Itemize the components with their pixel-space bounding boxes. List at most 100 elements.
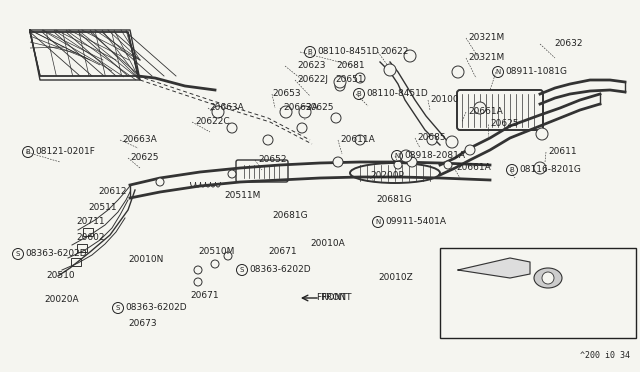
Text: 20100: 20100 <box>430 96 459 105</box>
Text: 20020A: 20020A <box>44 295 79 305</box>
Circle shape <box>281 107 291 117</box>
Text: 20652: 20652 <box>258 155 287 164</box>
Circle shape <box>334 76 346 88</box>
Text: 09911-5401A: 09911-5401A <box>385 218 447 227</box>
Text: 20611: 20611 <box>548 148 577 157</box>
Text: 20711: 20711 <box>76 218 104 227</box>
Circle shape <box>280 106 292 118</box>
Circle shape <box>444 161 452 169</box>
Bar <box>71 258 81 266</box>
Text: 20681G: 20681G <box>376 196 412 205</box>
Circle shape <box>407 157 417 167</box>
Text: 08918-2081A: 08918-2081A <box>404 151 465 160</box>
Circle shape <box>355 135 365 145</box>
Circle shape <box>297 123 307 133</box>
Text: 20622J: 20622J <box>297 76 328 84</box>
Text: B: B <box>308 49 312 55</box>
Text: 20602: 20602 <box>76 234 104 243</box>
Circle shape <box>465 145 475 155</box>
Text: 20321M: 20321M <box>468 33 504 42</box>
Text: 20612: 20612 <box>98 187 127 196</box>
Circle shape <box>534 162 546 174</box>
Circle shape <box>263 135 273 145</box>
Text: 08363-6202D: 08363-6202D <box>250 266 311 275</box>
Polygon shape <box>30 32 138 76</box>
Text: 20010N: 20010N <box>128 256 163 264</box>
Text: FRONT: FRONT <box>321 294 351 302</box>
Circle shape <box>474 102 486 114</box>
Text: 20681G: 20681G <box>272 212 308 221</box>
Polygon shape <box>458 258 530 278</box>
Text: 20625: 20625 <box>130 154 159 163</box>
Circle shape <box>299 106 311 118</box>
Text: 08121-0201F: 08121-0201F <box>35 148 95 157</box>
Circle shape <box>400 150 412 162</box>
Circle shape <box>228 170 236 178</box>
Text: 20611A: 20611A <box>340 135 375 144</box>
Text: 20623: 20623 <box>297 61 326 71</box>
Bar <box>440 248 636 338</box>
Text: 08110-8451D: 08110-8451D <box>367 90 428 99</box>
Circle shape <box>446 136 458 148</box>
Text: 08363-6202D: 08363-6202D <box>26 250 87 259</box>
Circle shape <box>156 178 164 186</box>
Circle shape <box>211 260 219 268</box>
Circle shape <box>224 252 232 260</box>
Text: 20511: 20511 <box>88 203 116 212</box>
Text: 20673: 20673 <box>128 320 157 328</box>
Circle shape <box>385 65 395 75</box>
Text: 20510M: 20510M <box>198 247 234 257</box>
Text: 20681: 20681 <box>336 61 365 71</box>
Text: 20622: 20622 <box>380 48 408 57</box>
Circle shape <box>542 272 554 284</box>
Text: 20622C: 20622C <box>195 118 230 126</box>
Text: 08363-6202D: 08363-6202D <box>125 304 187 312</box>
Text: FRONT: FRONT <box>316 294 346 302</box>
Text: 20200P: 20200P <box>370 171 404 180</box>
Text: 20661A: 20661A <box>468 108 503 116</box>
Text: 20010A: 20010A <box>310 240 345 248</box>
Text: N: N <box>495 69 500 75</box>
Text: 20625: 20625 <box>490 119 518 128</box>
Circle shape <box>227 123 237 133</box>
Text: 20321M: 20321M <box>468 54 504 62</box>
Circle shape <box>194 278 202 286</box>
Text: 20010Z: 20010Z <box>378 273 413 282</box>
Text: 20671: 20671 <box>268 247 296 257</box>
Bar <box>77 244 87 252</box>
Text: ^200 i0 34: ^200 i0 34 <box>580 351 630 360</box>
Circle shape <box>427 135 437 145</box>
Text: B: B <box>356 91 362 97</box>
Text: 08116-8201G: 08116-8201G <box>520 166 581 174</box>
Text: S: S <box>16 251 20 257</box>
Text: 20511M: 20511M <box>224 192 260 201</box>
Text: 20663A: 20663A <box>209 103 244 112</box>
Circle shape <box>452 66 464 78</box>
Circle shape <box>384 64 396 76</box>
Text: 08911-1081G: 08911-1081G <box>506 67 568 77</box>
Circle shape <box>335 81 345 91</box>
Text: 20663A: 20663A <box>122 135 157 144</box>
Circle shape <box>213 107 223 117</box>
Circle shape <box>394 161 402 169</box>
Text: 20685: 20685 <box>417 134 445 142</box>
Circle shape <box>331 113 341 123</box>
Text: 20510: 20510 <box>46 272 75 280</box>
Circle shape <box>333 157 343 167</box>
Text: S: S <box>116 305 120 311</box>
Circle shape <box>404 50 416 62</box>
Text: 20653: 20653 <box>272 90 301 99</box>
Circle shape <box>194 266 202 274</box>
Circle shape <box>355 73 365 83</box>
Text: 08110-8451D: 08110-8451D <box>317 48 380 57</box>
Text: 20651: 20651 <box>335 76 364 84</box>
Circle shape <box>536 128 548 140</box>
Text: 20661A: 20661A <box>456 164 491 173</box>
Ellipse shape <box>534 268 562 288</box>
Text: 20625: 20625 <box>305 103 333 112</box>
Text: N: N <box>394 153 399 159</box>
Text: N: N <box>376 219 381 225</box>
Bar <box>83 228 93 236</box>
Text: 20632: 20632 <box>554 39 582 48</box>
Text: 20671: 20671 <box>190 292 219 301</box>
